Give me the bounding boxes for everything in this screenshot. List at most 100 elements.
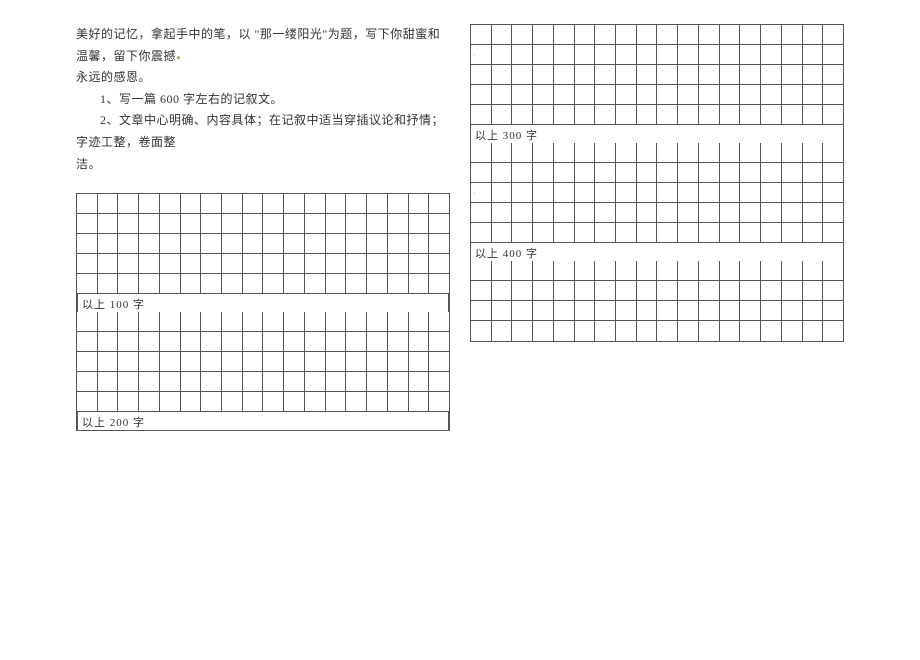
grid-cell[interactable] (326, 254, 347, 273)
grid-cell[interactable] (222, 234, 243, 253)
grid-cell[interactable] (388, 332, 409, 351)
grid-cell[interactable] (367, 234, 388, 253)
grid-cell[interactable] (284, 234, 305, 253)
grid-cell[interactable] (98, 352, 119, 371)
grid-cell[interactable] (305, 194, 326, 213)
grid-cell[interactable] (637, 25, 658, 44)
grid-cell[interactable] (160, 254, 181, 273)
grid-cell[interactable] (823, 25, 843, 44)
grid-cell[interactable] (720, 203, 741, 222)
grid-cell[interactable] (657, 143, 678, 162)
grid-cell[interactable] (554, 105, 575, 124)
grid-cell[interactable] (492, 143, 513, 162)
grid-cell[interactable] (263, 312, 284, 331)
grid-cell[interactable] (201, 352, 222, 371)
grid-cell[interactable] (575, 223, 596, 242)
grid-cell[interactable] (782, 25, 803, 44)
grid-cell[interactable] (616, 25, 637, 44)
grid-cell[interactable] (409, 392, 430, 411)
grid-cell[interactable] (803, 105, 824, 124)
grid-cell[interactable] (720, 85, 741, 104)
grid-cell[interactable] (637, 45, 658, 64)
grid-cell[interactable] (554, 183, 575, 202)
grid-cell[interactable] (492, 65, 513, 84)
grid-cell[interactable] (284, 274, 305, 293)
grid-cell[interactable] (388, 194, 409, 213)
grid-cell[interactable] (533, 301, 554, 320)
grid-cell[interactable] (616, 183, 637, 202)
grid-cell[interactable] (98, 312, 119, 331)
grid-cell[interactable] (740, 25, 761, 44)
grid-cell[interactable] (533, 105, 554, 124)
grid-cell[interactable] (471, 281, 492, 300)
grid-cell[interactable] (616, 45, 637, 64)
grid-cell[interactable] (657, 105, 678, 124)
grid-cell[interactable] (305, 254, 326, 273)
grid-cell[interactable] (181, 372, 202, 391)
grid-cell[interactable] (243, 332, 264, 351)
grid-cell[interactable] (118, 234, 139, 253)
grid-cell[interactable] (429, 194, 449, 213)
grid-cell[interactable] (803, 321, 824, 341)
grid-cell[interactable] (575, 105, 596, 124)
grid-cell[interactable] (326, 214, 347, 233)
grid-cell[interactable] (616, 261, 637, 280)
grid-cell[interactable] (160, 392, 181, 411)
grid-cell[interactable] (761, 281, 782, 300)
grid-cell[interactable] (554, 45, 575, 64)
grid-cell[interactable] (243, 312, 264, 331)
grid-cell[interactable] (595, 65, 616, 84)
grid-cell[interactable] (637, 85, 658, 104)
grid-cell[interactable] (512, 281, 533, 300)
grid-cell[interactable] (637, 183, 658, 202)
grid-cell[interactable] (346, 392, 367, 411)
grid-cell[interactable] (98, 254, 119, 273)
grid-cell[interactable] (492, 105, 513, 124)
grid-cell[interactable] (595, 25, 616, 44)
grid-cell[interactable] (305, 274, 326, 293)
grid-cell[interactable] (305, 312, 326, 331)
grid-cell[interactable] (678, 163, 699, 182)
grid-cell[interactable] (160, 372, 181, 391)
grid-cell[interactable] (388, 352, 409, 371)
grid-cell[interactable] (720, 301, 741, 320)
grid-cell[interactable] (222, 214, 243, 233)
grid-cell[interactable] (243, 214, 264, 233)
grid-cell[interactable] (678, 25, 699, 44)
grid-cell[interactable] (823, 281, 843, 300)
grid-cell[interactable] (554, 85, 575, 104)
grid-cell[interactable] (616, 163, 637, 182)
grid-cell[interactable] (139, 254, 160, 273)
grid-cell[interactable] (388, 254, 409, 273)
grid-cell[interactable] (699, 25, 720, 44)
grid-cell[interactable] (77, 254, 98, 273)
grid-cell[interactable] (492, 301, 513, 320)
grid-cell[interactable] (678, 45, 699, 64)
grid-cell[interactable] (657, 25, 678, 44)
grid-cell[interactable] (823, 183, 843, 202)
grid-cell[interactable] (595, 183, 616, 202)
grid-cell[interactable] (243, 352, 264, 371)
grid-cell[interactable] (388, 274, 409, 293)
grid-cell[interactable] (720, 143, 741, 162)
grid-cell[interactable] (284, 392, 305, 411)
grid-cell[interactable] (657, 223, 678, 242)
grid-cell[interactable] (699, 163, 720, 182)
grid-cell[interactable] (118, 214, 139, 233)
grid-cell[interactable] (409, 274, 430, 293)
grid-cell[interactable] (263, 274, 284, 293)
grid-cell[interactable] (761, 65, 782, 84)
grid-cell[interactable] (554, 203, 575, 222)
grid-cell[interactable] (595, 321, 616, 341)
grid-cell[interactable] (740, 321, 761, 341)
grid-cell[interactable] (782, 65, 803, 84)
grid-cell[interactable] (740, 45, 761, 64)
grid-cell[interactable] (761, 183, 782, 202)
grid-cell[interactable] (720, 261, 741, 280)
grid-cell[interactable] (284, 332, 305, 351)
grid-cell[interactable] (263, 392, 284, 411)
grid-cell[interactable] (409, 194, 430, 213)
grid-cell[interactable] (699, 321, 720, 341)
grid-cell[interactable] (637, 281, 658, 300)
grid-cell[interactable] (720, 105, 741, 124)
